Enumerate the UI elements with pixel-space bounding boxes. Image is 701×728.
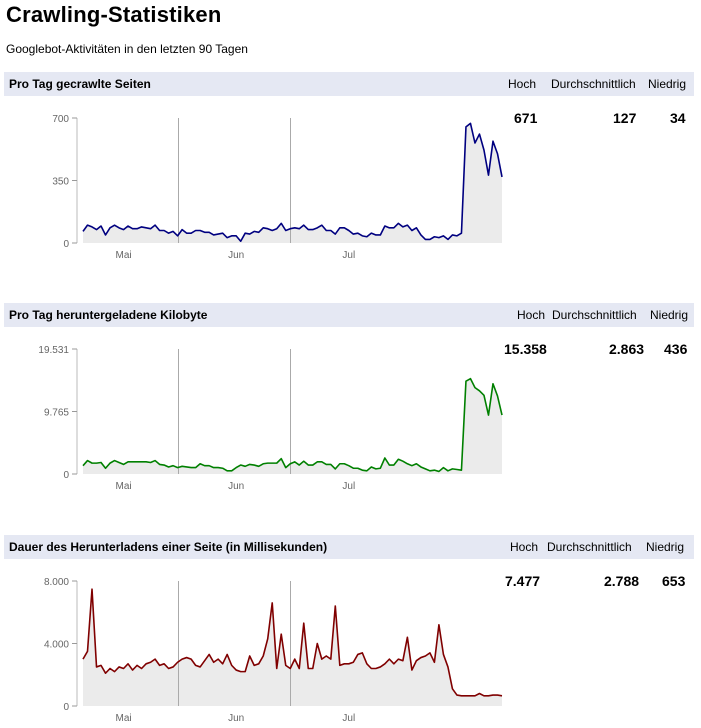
area-fill <box>83 589 502 706</box>
area-fill <box>83 123 502 243</box>
column-avg-label: Durchschnittlich <box>551 77 636 91</box>
column-low-label: Niedrig <box>650 308 689 322</box>
section-downloaded-kilobytes: Pro Tag heruntergeladene Kilobyte Hoch D… <box>0 303 701 523</box>
x-tick-label: Jun <box>228 713 244 724</box>
column-high-label: Hoch <box>510 540 539 554</box>
y-tick-label: 700 <box>52 114 69 125</box>
y-tick-label: 0 <box>63 702 69 713</box>
x-tick-label: Mai <box>115 481 131 492</box>
column-avg-label: Durchschnittlich <box>552 308 637 322</box>
column-high-label: Hoch <box>517 308 546 322</box>
y-tick-label: 9.765 <box>44 408 69 419</box>
stat-high-value: 671 <box>514 110 538 126</box>
stat-high-value: 15.358 <box>504 341 547 357</box>
x-tick-label: Jun <box>228 250 244 261</box>
stat-avg-value: 2.863 <box>609 341 645 357</box>
section-crawled-pages: Pro Tag gecrawlte Seiten Hoch Durchschni… <box>0 72 701 292</box>
section-header: Pro Tag gecrawlte Seiten Hoch Durchschni… <box>4 72 694 96</box>
x-tick-label: Jul <box>342 713 355 724</box>
section-header: Pro Tag heruntergeladene Kilobyte Hoch D… <box>4 303 694 327</box>
section-header: Dauer des Herunterladens einer Seite (in… <box>4 535 694 559</box>
section-download-duration: Dauer des Herunterladens einer Seite (in… <box>0 535 701 728</box>
section-title: Dauer des Herunterladens einer Seite (in… <box>9 540 328 554</box>
y-tick-label: 350 <box>52 177 69 188</box>
y-tick-label: 4.000 <box>44 640 69 651</box>
page-title: Crawling-Statistiken <box>6 2 222 27</box>
stat-low-value: 653 <box>662 573 686 589</box>
section-title: Pro Tag gecrawlte Seiten <box>9 77 151 91</box>
section-title: Pro Tag heruntergeladene Kilobyte <box>9 308 208 322</box>
downloaded-kilobytes-chart: 0 9.765 19.531 Mai Jun Jul <box>38 345 503 492</box>
series-line <box>82 588 503 697</box>
page-subtitle: Googlebot-Aktivitäten in den letzten 90 … <box>6 42 248 56</box>
y-tick-label: 0 <box>63 470 69 481</box>
y-tick-label: 0 <box>63 239 69 250</box>
stat-avg-value: 2.788 <box>604 573 640 589</box>
stat-low-value: 436 <box>664 341 688 357</box>
stat-low-value: 34 <box>670 110 686 126</box>
crawled-pages-chart: 0 350 700 Mai Jun Jul <box>52 114 503 261</box>
stat-avg-value: 127 <box>613 110 637 126</box>
x-tick-label: Mai <box>115 250 131 261</box>
stat-high-value: 7.477 <box>505 573 541 589</box>
series-line <box>82 122 503 243</box>
column-avg-label: Durchschnittlich <box>547 540 632 554</box>
column-low-label: Niedrig <box>646 540 685 554</box>
x-tick-label: Jul <box>342 250 355 261</box>
area-fill <box>83 378 502 474</box>
y-tick-label: 19.531 <box>38 345 69 356</box>
x-tick-label: Mai <box>115 713 131 724</box>
y-tick-label: 8.000 <box>44 577 69 588</box>
series-line <box>82 377 503 473</box>
download-duration-chart: 0 4.000 8.000 Mai Jun Jul <box>44 577 503 724</box>
x-tick-label: Jun <box>228 481 244 492</box>
column-low-label: Niedrig <box>648 77 687 91</box>
x-tick-label: Jul <box>342 481 355 492</box>
column-high-label: Hoch <box>508 77 537 91</box>
